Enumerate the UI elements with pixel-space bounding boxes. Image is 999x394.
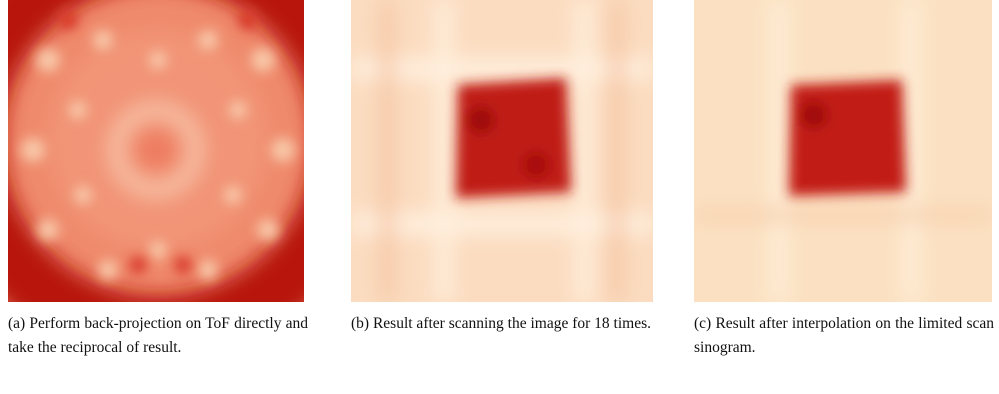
image-c	[694, 0, 992, 302]
caption: (a) Perform back-projection on ToF direc…	[8, 312, 308, 360]
caption: (b) Result after scanning the image for …	[351, 312, 651, 336]
caption: (c) Result after interpolation on the li…	[694, 312, 994, 360]
image-a	[8, 0, 304, 302]
image-b	[351, 0, 653, 302]
page: (a) Perform back-projection on ToF direc…	[0, 0, 999, 394]
